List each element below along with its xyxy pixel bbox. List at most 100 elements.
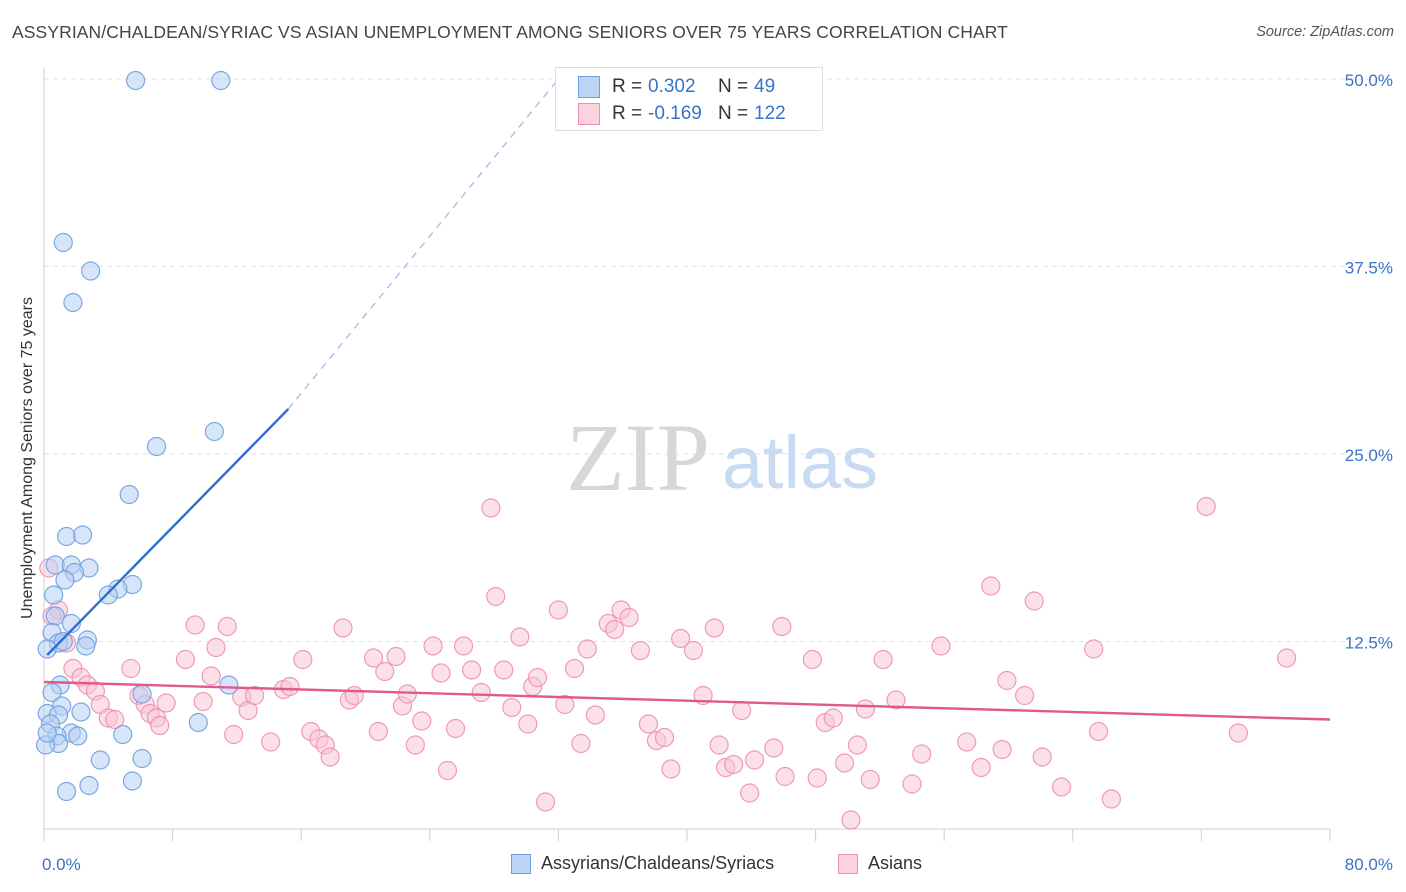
- asians-point: [823, 708, 843, 728]
- asians-point: [412, 711, 432, 731]
- legend-r-value: 0.302: [648, 76, 696, 97]
- asians-point: [510, 627, 530, 647]
- asians-point: [661, 759, 681, 779]
- assyrians-point: [204, 421, 224, 442]
- legend-swatch-pink: [838, 853, 858, 874]
- asians-point: [1084, 639, 1104, 659]
- asians-point: [841, 810, 861, 830]
- assyrians-point: [37, 639, 57, 659]
- asians-point: [224, 724, 244, 745]
- legend-item-assyrians[interactable]: Assyrians/Chaldeans/Syriacs: [511, 853, 774, 874]
- legend-r-label: R =: [612, 103, 643, 124]
- assyrians-point: [44, 585, 64, 605]
- asians-point: [724, 754, 744, 775]
- correlation-legend: R = 0.302 N = 49 R = -0.169 N = 122: [555, 67, 823, 131]
- asians-point: [732, 700, 752, 721]
- asians-point: [585, 705, 605, 725]
- asians-point: [280, 676, 300, 697]
- asians-point: [807, 768, 827, 788]
- assyrians-point: [132, 684, 152, 704]
- series-legend: Assyrians/Chaldeans/Syriacs Asians: [0, 853, 1406, 877]
- assyrians-point: [76, 636, 96, 656]
- assyrians-point: [90, 750, 110, 770]
- asians-point: [386, 646, 406, 667]
- y-tick-label: 37.5%: [1345, 259, 1393, 278]
- assyrians-point: [71, 702, 91, 722]
- legend-r-value: -0.169: [648, 103, 702, 124]
- asians-point: [333, 618, 353, 638]
- asians-point: [564, 658, 585, 679]
- asians-point: [873, 649, 893, 670]
- asians-point: [1101, 789, 1121, 809]
- asians-point: [193, 691, 213, 712]
- asians-point: [683, 640, 704, 661]
- assyrians-point: [79, 775, 99, 796]
- assyrians-point: [211, 70, 231, 91]
- asians-point: [437, 760, 458, 781]
- asians-point: [740, 783, 760, 803]
- legend-item-asians[interactable]: Asians: [838, 853, 922, 874]
- assyrians-point: [68, 726, 88, 746]
- asians-point: [423, 636, 443, 656]
- asians-point: [834, 753, 855, 773]
- asians-point: [619, 607, 639, 628]
- asians-point: [1014, 685, 1035, 706]
- assyrians-point: [188, 712, 208, 733]
- assyrians-point: [61, 613, 81, 634]
- tick-labels: 12.5% 25.0% 37.5% 50.0% 0.0% 80.0%: [42, 71, 1393, 874]
- asians-point: [670, 628, 691, 649]
- asians-point: [1088, 721, 1109, 742]
- asians-point: [201, 666, 221, 686]
- asians-point: [577, 639, 597, 659]
- asians-point: [494, 660, 514, 680]
- asians-point: [453, 636, 474, 656]
- assyrians-point: [56, 781, 77, 802]
- asians-point: [405, 735, 425, 755]
- assyrians-point: [45, 606, 65, 626]
- asians-point: [548, 600, 569, 620]
- asians-point: [1032, 747, 1052, 767]
- assyrians-point: [55, 570, 75, 590]
- assyrians-point: [119, 484, 139, 505]
- asians-point: [518, 714, 538, 734]
- assyrians-point: [53, 232, 73, 253]
- legend-swatch-pink: [578, 103, 600, 125]
- y-tick-label: 25.0%: [1345, 446, 1393, 465]
- legend-r-label: R =: [612, 76, 643, 97]
- asians-point: [802, 649, 822, 670]
- trend-line-assyrians: [46, 408, 290, 656]
- asians-point: [902, 774, 922, 794]
- asians-point: [886, 690, 906, 710]
- assyrians-point: [98, 585, 118, 605]
- asians-point: [150, 715, 170, 736]
- legend-row-asians: R = -0.169 N = 122: [578, 103, 786, 125]
- series-assyrians: [36, 70, 239, 802]
- y-tick-label: 50.0%: [1345, 71, 1393, 90]
- asians-point: [156, 693, 176, 713]
- legend-n-value: 122: [754, 103, 786, 124]
- asians-point: [445, 718, 466, 739]
- watermark-zip: ZIP: [566, 404, 710, 511]
- asians-point: [121, 658, 141, 679]
- assyrians-point: [81, 261, 101, 281]
- assyrians-point: [146, 436, 167, 457]
- trend-lines: [43, 78, 1331, 721]
- series-asians: [39, 496, 1297, 830]
- asians-point: [535, 792, 556, 812]
- legend-n-value: 49: [754, 76, 776, 97]
- legend-n-label: N =: [718, 103, 749, 124]
- asians-point: [344, 685, 364, 706]
- asians-point: [397, 684, 417, 704]
- assyrians-point: [122, 771, 143, 791]
- axes: [43, 68, 1331, 841]
- asians-point: [481, 498, 501, 518]
- asians-point: [860, 769, 880, 790]
- asians-point: [471, 682, 491, 703]
- asians-point: [764, 738, 784, 758]
- asians-point: [571, 733, 591, 754]
- asians-point: [981, 576, 1001, 596]
- x-tick-label: 80.0%: [1345, 855, 1393, 874]
- assyrians-point: [53, 631, 73, 652]
- source-label: Source: ZipAtlas.com: [1256, 24, 1394, 40]
